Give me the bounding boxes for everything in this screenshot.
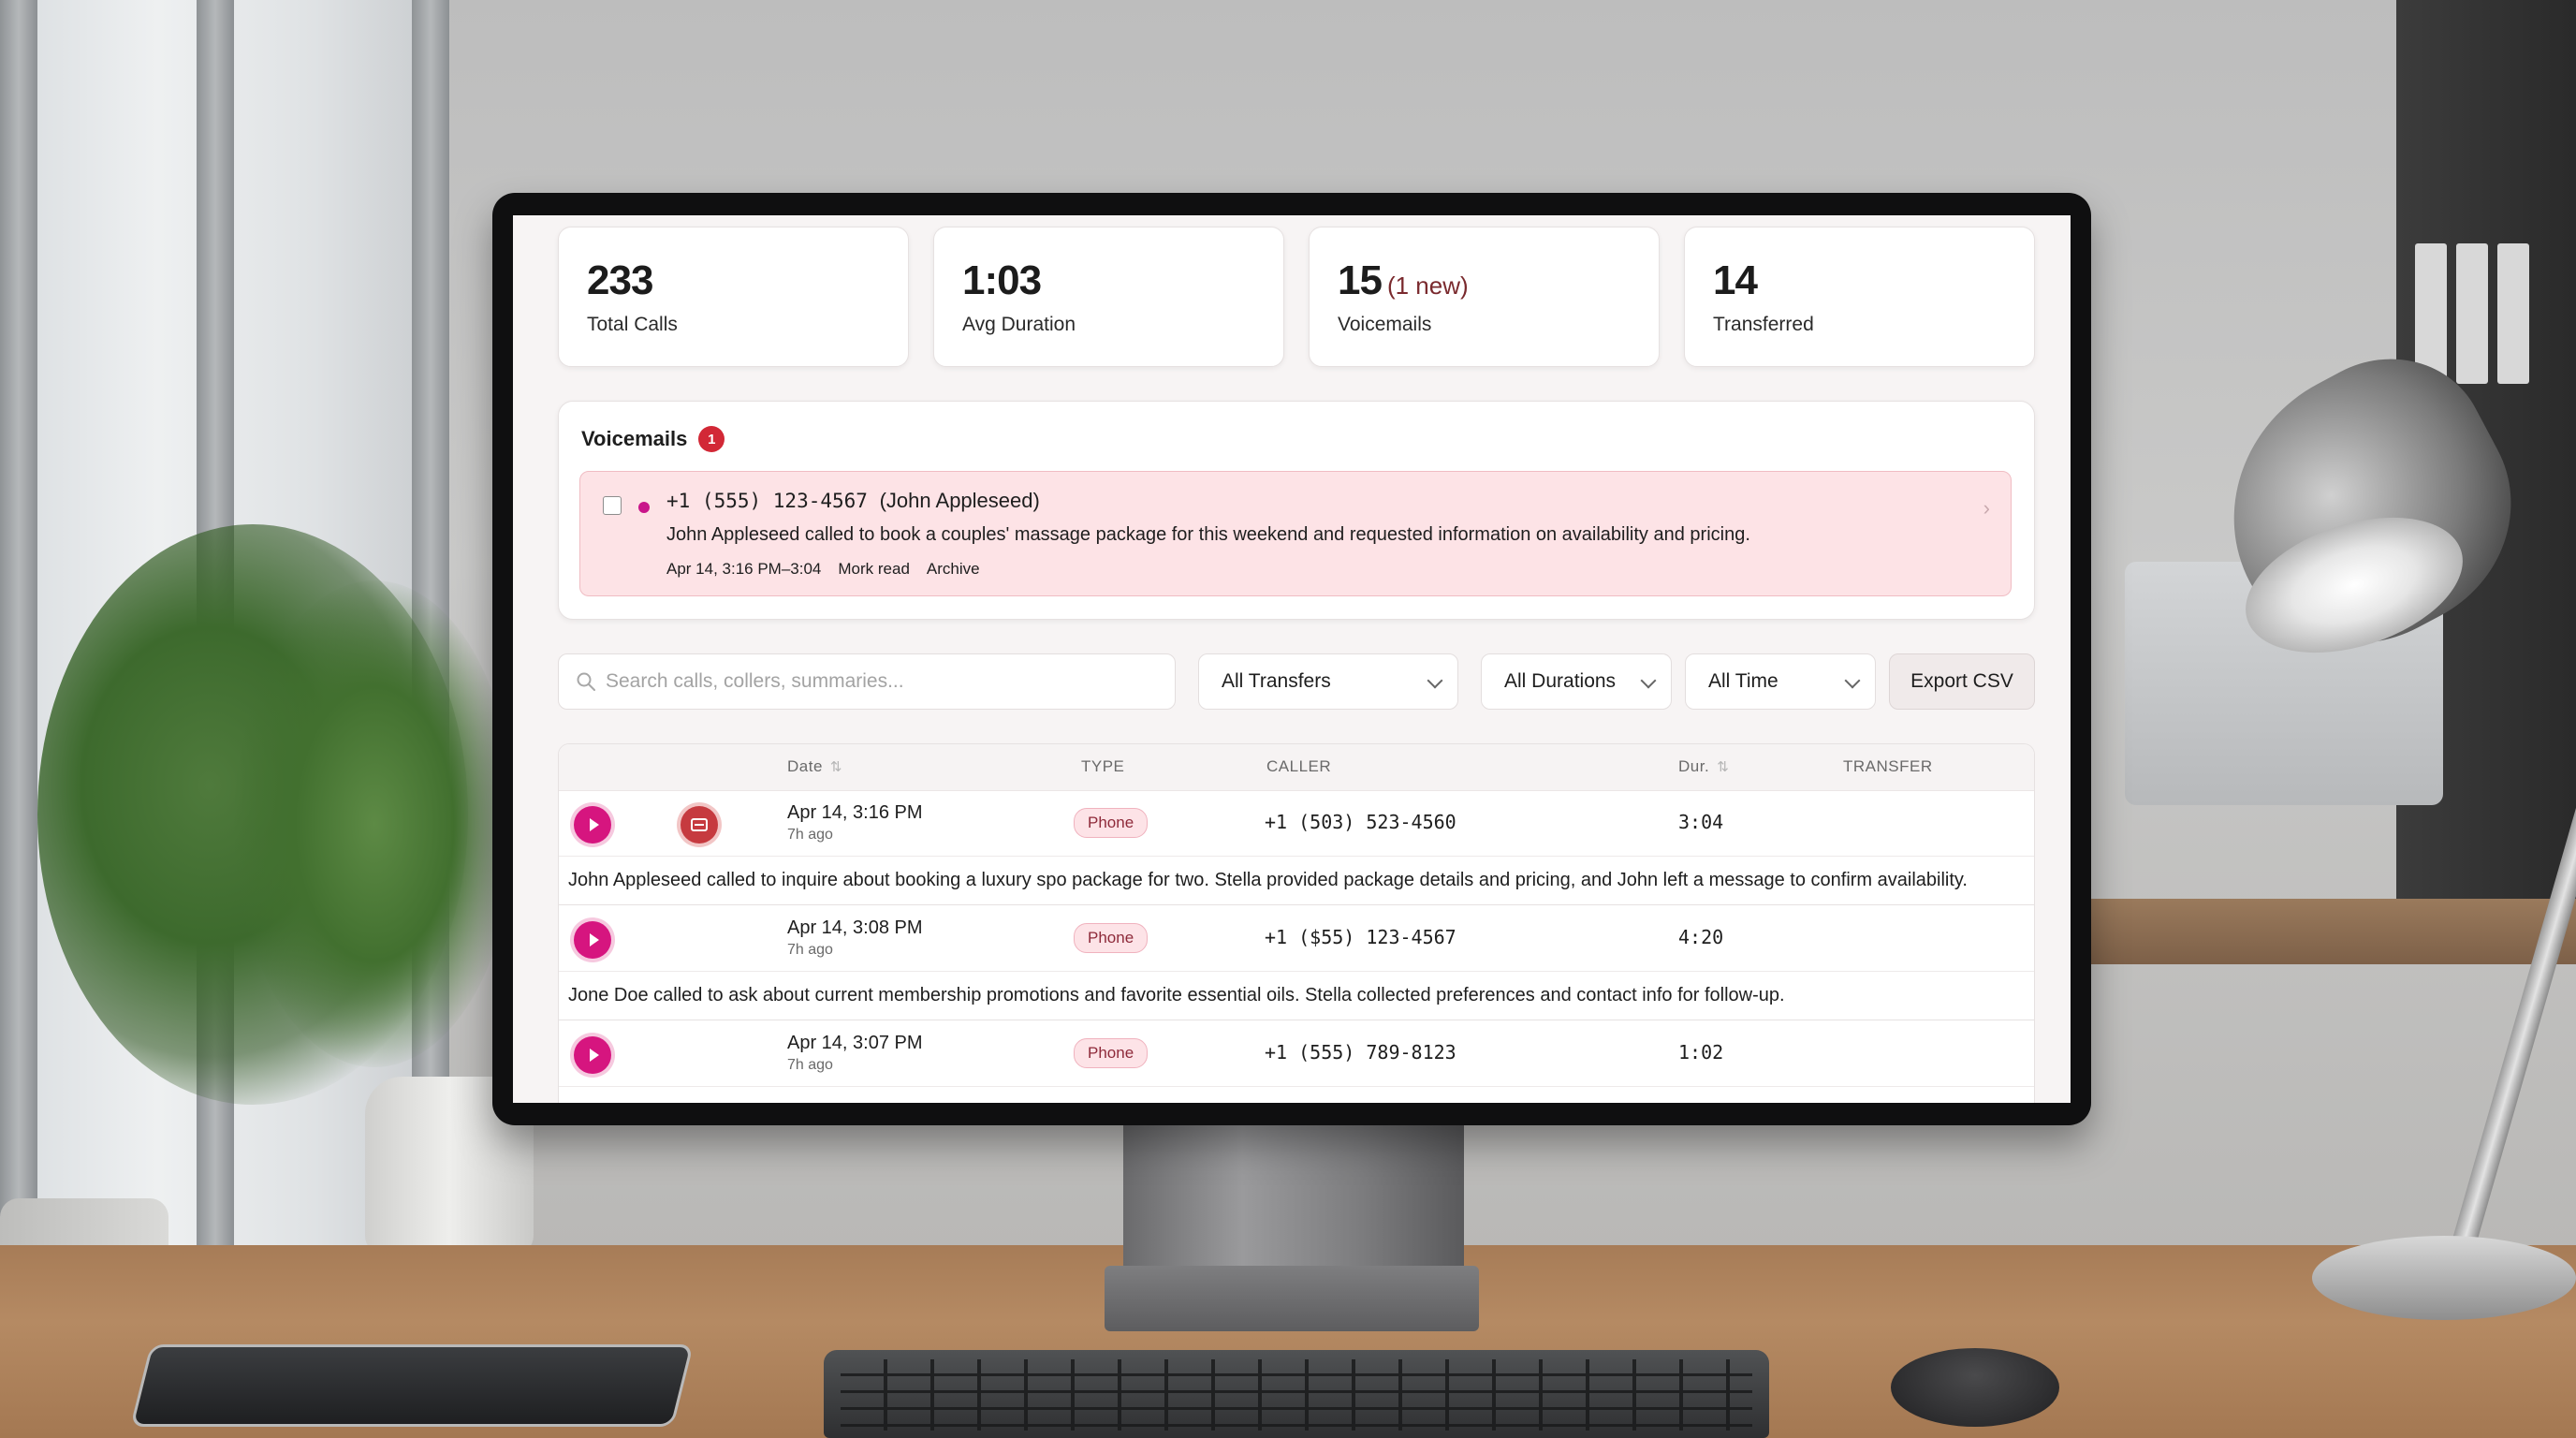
filter-toolbar: All Transfers All Durations All Time Exp… xyxy=(558,653,2035,710)
stat-card-voicemails: 15 (1 new) Voicemails xyxy=(1309,227,1660,367)
column-header-caller: CALLER xyxy=(1266,757,1331,776)
stat-card-total-calls: 233 Total Calls xyxy=(558,227,909,367)
stat-card-transferred: 14 Transferred xyxy=(1684,227,2035,367)
voicemail-checkbox[interactable] xyxy=(603,496,622,515)
envelope-icon xyxy=(691,818,708,831)
stat-card-avg-duration: 1:03 Avg Duration xyxy=(933,227,1284,367)
call-ago: 7h ago xyxy=(787,942,833,958)
call-duration: 1:02 xyxy=(1678,1041,1724,1064)
monitor-stand-foot xyxy=(1105,1266,1479,1331)
voicemails-count-badge: 1 xyxy=(698,426,725,452)
call-ago: 7h ago xyxy=(787,827,833,843)
table-row[interactable]: Apr 14, 3:16 PM 7h ago Phone +1 (503) 52… xyxy=(559,791,2034,857)
column-header-type: TYPE xyxy=(1081,757,1124,776)
stat-value: 233 xyxy=(587,257,653,303)
tablet xyxy=(130,1344,694,1427)
background-table xyxy=(2087,899,2576,964)
chevron-down-icon xyxy=(1427,672,1443,689)
voicemail-caller-name: (John Appleseed) xyxy=(879,489,1040,512)
call-ago: 7h ago xyxy=(787,1057,833,1073)
call-duration: 4:20 xyxy=(1678,926,1724,948)
call-date: Apr 14, 3:07 PM xyxy=(787,1033,923,1053)
voicemails-title: Voicemails 1 xyxy=(581,426,725,452)
chevron-down-icon xyxy=(1844,672,1861,689)
monitor-screen: 233 Total Calls 1:03 Avg Duration 15 (1 n… xyxy=(513,215,2071,1103)
call-date: Apr 14, 3:16 PM xyxy=(787,802,923,823)
column-header-label: Date xyxy=(787,757,823,775)
play-icon[interactable] xyxy=(574,806,611,844)
stat-value: 1:03 xyxy=(962,257,1042,303)
call-type-badge: Phone xyxy=(1074,923,1149,953)
monitor-stand xyxy=(1123,1120,1464,1269)
search-input[interactable] xyxy=(606,662,1158,701)
export-csv-button[interactable]: Export CSV xyxy=(1889,653,2035,710)
stats-row: 233 Total Calls 1:03 Avg Duration 15 (1 n… xyxy=(558,227,2035,367)
search-box[interactable] xyxy=(558,653,1176,710)
time-filter-select[interactable]: All Time xyxy=(1685,653,1876,710)
table-row[interactable]: Apr 14, 3:07 PM 7h ago Phone +1 (555) 78… xyxy=(559,1021,2034,1087)
stat-label: Voicemails xyxy=(1338,314,1432,335)
durations-filter-value: All Durations xyxy=(1504,670,1617,692)
column-header-duration[interactable]: Dur. ⇅ xyxy=(1678,757,1729,776)
column-header-label: TRANSFER xyxy=(1843,757,1933,775)
sort-icon: ⇅ xyxy=(829,759,842,775)
table-row[interactable]: Apr 14, 3:08 PM 7h ago Phone +1 ($55) 12… xyxy=(559,906,2034,972)
column-header-label: TYPE xyxy=(1081,757,1125,775)
time-filter-value: All Time xyxy=(1708,670,1778,692)
transfers-filter-value: All Transfers xyxy=(1222,670,1331,692)
stat-new-count: (1 new) xyxy=(1386,271,1469,300)
archive-button[interactable]: Archive xyxy=(926,560,980,578)
mark-read-button[interactable]: Mork read xyxy=(838,560,910,578)
call-summary: John Appleseed called to inquire about b… xyxy=(559,857,2034,905)
desk-lamp-base xyxy=(2312,1236,2576,1320)
call-date: Apr 14, 3:08 PM xyxy=(787,917,923,938)
play-icon[interactable] xyxy=(574,1036,611,1074)
unread-dot-icon xyxy=(638,502,650,513)
mouse xyxy=(1891,1348,2059,1427)
sort-icon: ⇅ xyxy=(1717,759,1730,775)
voicemails-title-text: Voicemails xyxy=(581,427,688,450)
voicemail-phone: +1 (555) 123-4567 xyxy=(666,490,868,512)
stat-value: 14 xyxy=(1713,257,1758,303)
voicemail-summary: John Appleseed called to book a couples'… xyxy=(666,524,1750,545)
chevron-down-icon xyxy=(1640,672,1657,689)
call-type-badge: Phone xyxy=(1074,1038,1149,1068)
play-icon[interactable] xyxy=(574,921,611,959)
column-header-date[interactable]: Date ⇅ xyxy=(787,757,842,776)
stat-label: Transferred xyxy=(1713,314,1814,335)
keyboard xyxy=(824,1350,1769,1438)
call-type-badge: Phone xyxy=(1074,808,1149,838)
voicemail-caller: +1 (555) 123-4567 (John Appleseed) xyxy=(666,489,1040,513)
chevron-right-icon[interactable]: › xyxy=(1983,496,1990,520)
voicemails-panel: Voicemails 1 +1 (555) 123-4567 (John App… xyxy=(558,401,2035,620)
call-caller: +1 ($55) 123-4567 xyxy=(1265,926,1456,948)
voicemail-item[interactable]: +1 (555) 123-4567 (John Appleseed) John … xyxy=(579,471,2012,596)
transfers-filter-select[interactable]: All Transfers xyxy=(1198,653,1458,710)
stat-label: Total Calls xyxy=(587,314,678,335)
calls-table: Date ⇅ TYPE CALLER Dur. ⇅ TRANSFER Apr 1… xyxy=(558,743,2035,1103)
column-header-label: CALLER xyxy=(1266,757,1332,775)
durations-filter-select[interactable]: All Durations xyxy=(1481,653,1672,710)
call-duration: 3:04 xyxy=(1678,811,1724,833)
search-icon xyxy=(577,672,595,691)
voicemail-time: Apr 14, 3:16 PM–3:04 xyxy=(666,560,822,578)
stat-value: 15 (1 new) xyxy=(1338,257,1469,303)
voicemail-icon xyxy=(681,806,718,844)
column-header-label: Dur. xyxy=(1678,757,1710,775)
column-header-transfer: TRANSFER xyxy=(1843,757,1933,776)
call-caller: +1 (555) 789-8123 xyxy=(1265,1041,1456,1064)
call-summary: Jone Doe called to ask about current mem… xyxy=(559,972,2034,1020)
voicemail-meta: Apr 14, 3:16 PM–3:04 Mork read Archive xyxy=(666,560,980,579)
call-caller: +1 (503) 523-4560 xyxy=(1265,811,1456,833)
table-header: Date ⇅ TYPE CALLER Dur. ⇅ TRANSFER xyxy=(559,744,2034,791)
plant xyxy=(234,580,515,1067)
stat-label: Avg Duration xyxy=(962,314,1076,335)
